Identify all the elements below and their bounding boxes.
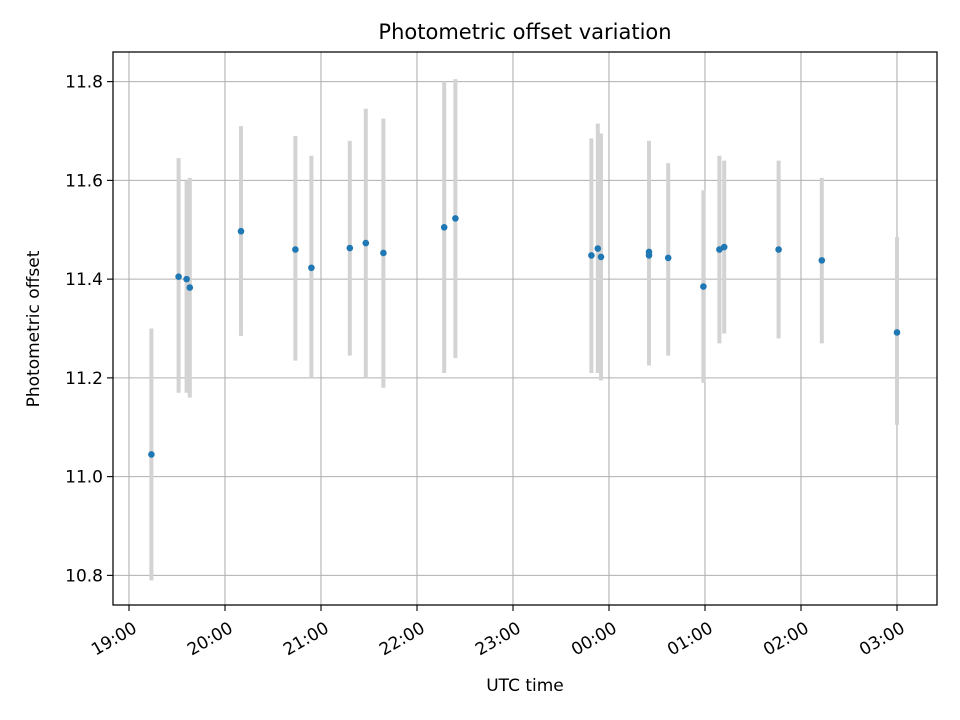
data-point — [183, 275, 190, 283]
data-points — [148, 215, 901, 458]
data-point — [362, 239, 370, 247]
data-point — [588, 252, 595, 259]
y-tick-label: 11.8 — [65, 73, 103, 93]
data-point — [597, 253, 605, 261]
data-point — [175, 273, 182, 280]
plot-frame — [112, 51, 938, 606]
x-axis-label: UTC time — [486, 676, 564, 696]
data-point — [775, 246, 782, 253]
data-point — [594, 245, 602, 252]
y-tick-label: 11.0 — [65, 468, 103, 488]
grid-lines — [113, 52, 937, 605]
data-point — [700, 283, 707, 290]
data-point — [452, 215, 459, 222]
y-axis-ticks: 10.8 11.0 11.2 11.4 11.6 11.8 — [65, 73, 113, 586]
data-point — [346, 244, 354, 252]
data-point — [380, 249, 387, 257]
data-point — [664, 254, 672, 262]
y-tick-label: 11.6 — [65, 171, 103, 191]
data-point — [186, 284, 194, 291]
data-point — [292, 246, 299, 253]
data-point — [237, 227, 245, 235]
data-point — [720, 243, 728, 251]
data-point — [308, 264, 315, 272]
y-tick-label: 11.4 — [65, 270, 103, 290]
chart-title: Photometric offset variation — [378, 20, 671, 44]
data-point — [645, 248, 653, 256]
data-point — [893, 329, 901, 336]
y-axis-label: Photometric offset — [24, 250, 44, 407]
data-point — [818, 257, 826, 264]
data-point — [440, 223, 448, 231]
y-tick-label: 10.8 — [65, 566, 103, 586]
y-tick-label: 11.2 — [65, 369, 103, 389]
data-point — [148, 451, 155, 458]
